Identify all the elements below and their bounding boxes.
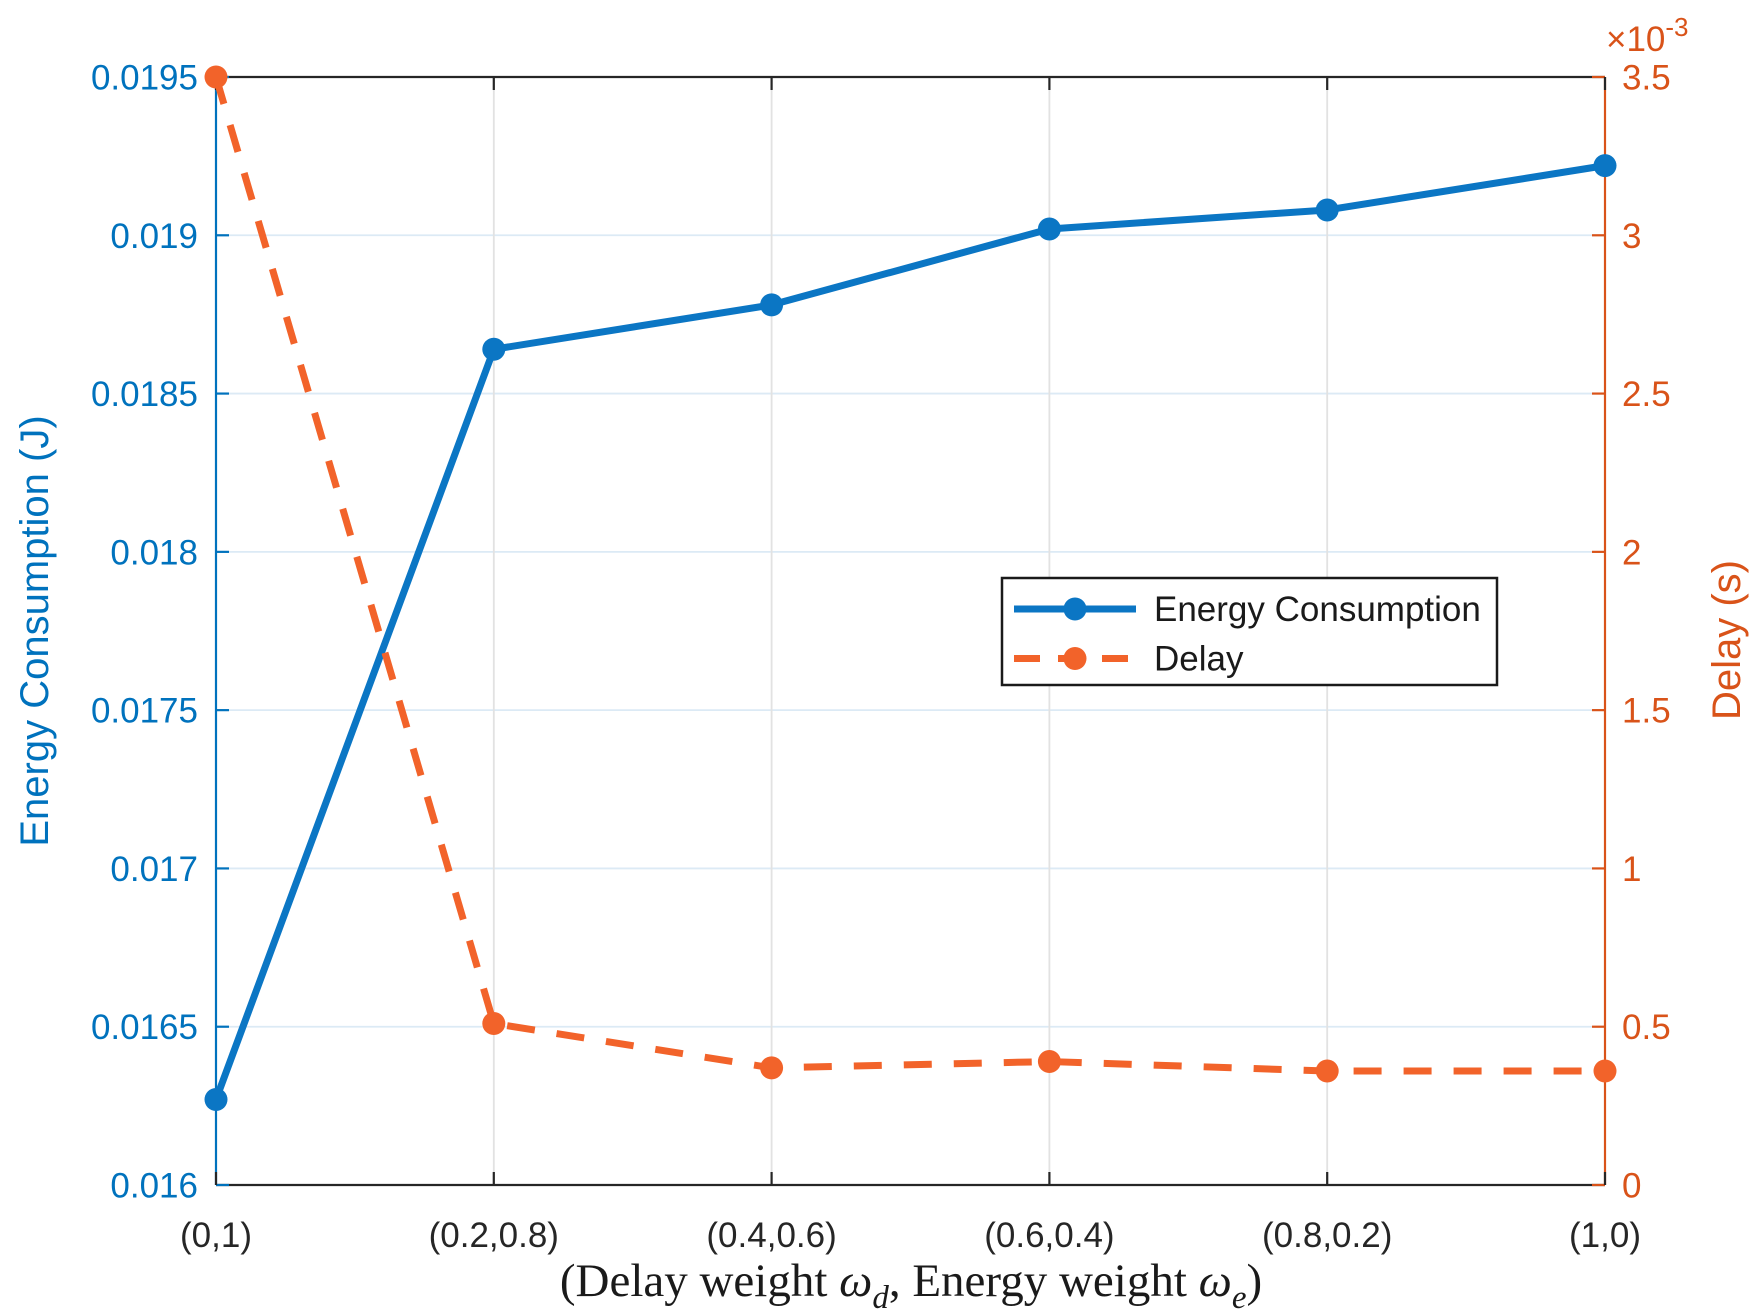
left-tick-label: 0.016 [110, 1167, 198, 1206]
left-tick-label: 0.0175 [91, 692, 198, 731]
x-tick-label: (0,1) [180, 1216, 252, 1255]
right-tick-label: 3.5 [1622, 59, 1671, 98]
energy-consumption-series [204, 154, 1617, 1112]
delay-marker [482, 1012, 506, 1036]
legend-box [1000, 576, 1499, 687]
delay-marker [760, 1056, 784, 1080]
legend-energy-consumption-marker [1063, 597, 1087, 621]
right-tick-label: 1.5 [1622, 692, 1671, 731]
left-tick-label: 0.019 [110, 217, 198, 256]
x-axis-title-part: (Delay weight [560, 1255, 839, 1307]
left-tick-label: 0.017 [110, 850, 198, 889]
right-axis-tick-labels: 0 0.5 1 1.5 2 2.5 3 3.5 [1622, 59, 1671, 1206]
left-tick-label: 0.0165 [91, 1008, 198, 1047]
delay-series [204, 65, 1617, 1083]
left-axis-tick-labels: 0.016 0.0165 0.017 0.0175 0.018 0.0185 0.019 0.… [91, 59, 198, 1206]
x-axis-title-subscript: d [872, 1280, 889, 1315]
energy-consumption-marker [482, 337, 506, 361]
x-tick-label: (0.2,0.8) [429, 1216, 559, 1255]
right-tick-label: 2 [1622, 533, 1641, 572]
right-tick-label: 0 [1622, 1167, 1641, 1206]
multiplier-exponent: -3 [1665, 12, 1688, 42]
left-axis-title: Energy Consumption (J) [13, 415, 57, 846]
delay-line [212, 76, 1605, 1075]
x-tick-label: (0.4,0.6) [706, 1216, 836, 1255]
multiplier-base: ×10 [1606, 20, 1665, 59]
right-tick-label: 0.5 [1622, 1008, 1671, 1047]
energy-consumption-marker [1037, 217, 1061, 241]
energy-consumption-line [212, 162, 1606, 1101]
legend: Energy Consumption Delay [1000, 576, 1499, 687]
x-axis-title-part: ω [1199, 1255, 1232, 1307]
energy-consumption-marker [204, 1088, 228, 1112]
right-tick-label: 2.5 [1622, 375, 1671, 414]
x-tick-label: (1,0) [1569, 1216, 1641, 1255]
right-axis-title: Delay (s) [1705, 560, 1749, 720]
delay-marker [1037, 1050, 1061, 1074]
x-axis-title-part: , Energy weight [889, 1255, 1199, 1307]
right-tick-label: 1 [1622, 850, 1641, 889]
x-axis-tick-labels: (0,1) (0.2,0.8) (0.4,0.6) (0.6,0.4) (0.8,0.2… [180, 1216, 1641, 1255]
legend-delay-marker [1063, 647, 1087, 670]
right-axis-multiplier: ×10-3 [1606, 12, 1689, 59]
x-tick-label: (0.8,0.2) [1262, 1216, 1392, 1255]
right-tick-label: 3 [1622, 217, 1641, 256]
energy-consumption-marker [1315, 198, 1339, 222]
delay-marker [1315, 1059, 1339, 1083]
x-axis-title-part: ω [839, 1255, 872, 1307]
data-series [204, 65, 1617, 1112]
energy-consumption-marker [1593, 154, 1617, 178]
axes-frame [214, 75, 1607, 1187]
left-tick-label: 0.0195 [91, 59, 198, 98]
energy-consumption-marker [760, 293, 784, 317]
x-tick-label: (0.6,0.4) [984, 1216, 1114, 1255]
left-tick-label: 0.0185 [91, 375, 198, 414]
legend-label: Energy Consumption [1154, 590, 1481, 629]
x-axis-title-part: ) [1246, 1255, 1262, 1307]
left-tick-label: 0.018 [110, 533, 198, 572]
delay-marker [1593, 1059, 1617, 1083]
x-axis-title: (Delay weight ωd, Energy weight ωe) [560, 1255, 1262, 1315]
x-axis-title-subscript: e [1232, 1280, 1247, 1315]
legend-label: Delay [1154, 640, 1244, 679]
delay-marker [204, 65, 228, 89]
